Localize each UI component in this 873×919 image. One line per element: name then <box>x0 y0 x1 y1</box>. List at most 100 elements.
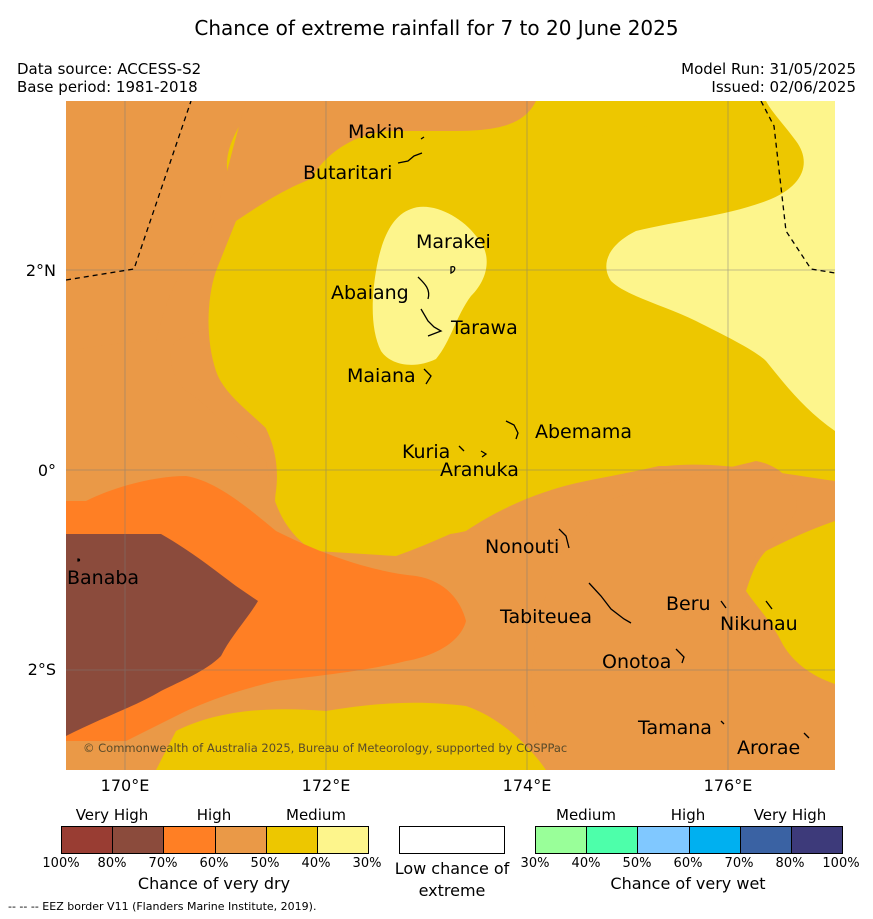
lon-tick-170e: 170°E <box>100 776 150 795</box>
label-kuria: Kuria <box>402 441 451 463</box>
label-nikunau: Nikunau <box>720 613 798 635</box>
dry-tick-2: 70% <box>148 856 178 871</box>
lat-tick-2s: 2°S <box>27 660 56 679</box>
label-tarawa: Tarawa <box>451 317 518 339</box>
dry-swatch-5 <box>266 827 318 853</box>
label-tamana: Tamana <box>638 717 712 739</box>
label-tabiteuea: Tabiteuea <box>500 606 592 628</box>
island-shape-nikunau <box>765 600 773 610</box>
wet-swatch-3 <box>638 827 690 853</box>
island-shape-marakei <box>450 265 456 274</box>
dry-tick-0: 100% <box>42 856 80 871</box>
copyright-note: © Commonwealth of Australia 2025, Bureau… <box>83 741 568 755</box>
wet-tick-0: 30% <box>520 856 550 871</box>
wet-colorbar <box>535 826 843 854</box>
wet-header-high: High <box>670 806 706 824</box>
eez-borders <box>66 101 835 281</box>
label-abaiang: Abaiang <box>331 282 409 304</box>
rainfall-map: Makin Butaritari Marakei Abaiang Tarawa … <box>66 101 835 770</box>
label-abemama: Abemama <box>535 421 633 443</box>
island-shape-arorae <box>803 732 810 739</box>
lon-tick-172e: 172°E <box>301 776 351 795</box>
island-shape-abaiang <box>417 276 430 300</box>
label-beru: Beru <box>666 593 711 615</box>
dry-header-high: High <box>196 806 232 824</box>
dry-legend-title: Chance of very dry <box>137 874 291 893</box>
island-shape-makin <box>420 136 425 140</box>
wet-tick-5: 80% <box>775 856 805 871</box>
label-onotoa: Onotoa <box>602 651 672 673</box>
map-svg <box>66 101 835 770</box>
label-banaba: Banaba <box>67 567 140 589</box>
dry-header-very-high: Very High <box>75 806 149 824</box>
island-shape-beru <box>720 600 727 609</box>
wet-header-medium: Medium <box>556 806 616 824</box>
lon-tick-174e: 174°E <box>502 776 552 795</box>
dry-swatch-6 <box>317 827 369 853</box>
lat-tick-2n: 2°N <box>25 261 56 280</box>
meta-left: Data source: ACCESS-S2 Base period: 1981… <box>17 60 201 96</box>
chart-title: Chance of extreme rainfall for 7 to 20 J… <box>194 16 679 40</box>
island-shape-abemama <box>505 420 519 440</box>
wet-tick-4: 70% <box>724 856 754 871</box>
wet-swatch-6 <box>791 827 843 853</box>
island-shape-banaba <box>77 558 81 562</box>
wet-tick-1: 40% <box>571 856 601 871</box>
wet-swatch-1 <box>536 827 588 853</box>
dry-swatch-4 <box>215 827 267 853</box>
region-tan-upper <box>66 101 536 546</box>
wet-header-very-high: Very High <box>753 806 827 824</box>
dry-swatch-2 <box>113 827 165 853</box>
dry-colorbar <box>61 826 369 854</box>
wet-legend-title: Chance of very wet <box>610 874 766 893</box>
wet-swatch-2 <box>587 827 639 853</box>
region-pale-marakei <box>372 206 487 365</box>
island-shape-tabiteuea <box>588 582 632 624</box>
meta-right: Model Run: 31/05/2025 Issued: 02/06/2025 <box>681 60 856 96</box>
region-yellow-mid <box>208 101 835 536</box>
island-shape-kuria <box>458 445 465 452</box>
gridlines <box>66 101 835 770</box>
model-run: Model Run: 31/05/2025 <box>681 60 856 78</box>
data-source: Data source: ACCESS-S2 <box>17 60 202 78</box>
wet-swatch-5 <box>740 827 792 853</box>
island-shape-aranuka <box>480 450 488 458</box>
island-shape-nonouti <box>558 528 570 549</box>
dry-tick-1: 80% <box>97 856 127 871</box>
wet-tick-3: 60% <box>673 856 703 871</box>
issued-date: Issued: 02/06/2025 <box>711 78 856 96</box>
eez-note: -- -- -- EEZ border V11 (Flanders Marine… <box>8 900 317 913</box>
dry-tick-6: 30% <box>352 856 382 871</box>
island-shape-butaritari <box>397 152 423 164</box>
island-shape-tamana <box>720 720 725 725</box>
island-shape-tarawa <box>420 308 443 337</box>
low-chance-label: Low chance of extreme <box>394 859 510 900</box>
wet-tick-6: 100% <box>822 856 860 871</box>
region-yellow-east <box>746 521 835 684</box>
dry-tick-3: 60% <box>199 856 229 871</box>
wet-tick-2: 50% <box>622 856 652 871</box>
dry-tick-4: 50% <box>250 856 280 871</box>
island-shape-maiana <box>423 368 432 385</box>
region-pale-east <box>606 101 835 431</box>
lat-tick-0: 0° <box>37 461 56 480</box>
label-maiana: Maiana <box>347 365 416 387</box>
dry-swatch-3 <box>164 827 216 853</box>
dry-swatch-1 <box>62 827 114 853</box>
label-nonouti: Nonouti <box>485 536 560 558</box>
island-shape-onotoa <box>675 648 685 664</box>
label-aranuka: Aranuka <box>440 459 519 481</box>
island-shapes <box>77 136 810 739</box>
dry-header-medium: Medium <box>286 806 346 824</box>
dry-tick-5: 40% <box>301 856 331 871</box>
base-period: Base period: 1981-2018 <box>17 78 198 96</box>
label-makin: Makin <box>348 121 405 143</box>
label-arorae: Arorae <box>737 737 801 759</box>
low-chance-swatch <box>399 826 505 854</box>
region-brown-banaba <box>66 534 258 736</box>
label-marakei: Marakei <box>416 231 491 253</box>
label-butaritari: Butaritari <box>303 162 393 184</box>
lon-tick-176e: 176°E <box>703 776 753 795</box>
wet-swatch-4 <box>689 827 741 853</box>
region-tan-southeast <box>531 461 835 770</box>
